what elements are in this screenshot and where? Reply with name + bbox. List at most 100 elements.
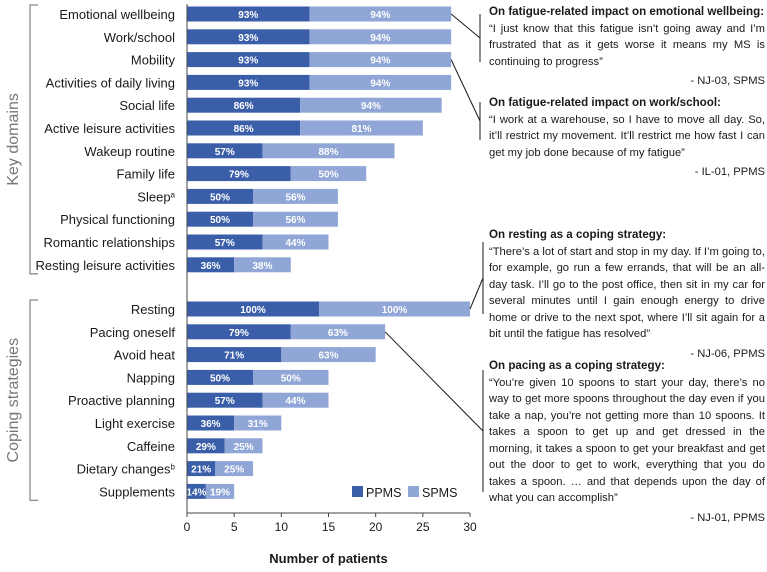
quote-work-school: On fatigue-related impact on work/school… bbox=[489, 95, 765, 181]
bar-spms bbox=[309, 29, 452, 45]
bar-ppms bbox=[187, 257, 235, 273]
bar-ppms bbox=[187, 29, 310, 45]
quote-text: “There’s a lot of start and stop in my d… bbox=[489, 245, 765, 341]
data-label-ppms: 93% bbox=[238, 78, 258, 89]
bar-ppms bbox=[187, 392, 263, 408]
bar-spms bbox=[309, 6, 452, 22]
data-label-spms: 81% bbox=[352, 124, 372, 135]
category-label: Light exercise bbox=[95, 416, 175, 431]
quote-emotional-wellbeing: On fatigue-related impact on emotional w… bbox=[489, 4, 765, 90]
bar-spms bbox=[262, 392, 329, 408]
legend-label: PPMS bbox=[366, 486, 401, 500]
bar-ppms bbox=[187, 347, 282, 363]
bar-ppms bbox=[187, 120, 301, 136]
group-bracket bbox=[29, 299, 38, 502]
bar-ppms bbox=[187, 52, 310, 68]
data-label-spms: 44% bbox=[285, 396, 305, 407]
category-label: Active leisure activities bbox=[44, 121, 175, 136]
bar-spms bbox=[281, 347, 376, 363]
data-label-ppms: 29% bbox=[196, 442, 216, 453]
data-label-spms: 100% bbox=[382, 305, 408, 316]
data-label-ppms: 50% bbox=[210, 215, 230, 226]
data-label-spms: 50% bbox=[318, 170, 338, 181]
bar-ppms bbox=[187, 369, 254, 385]
data-label-spms: 56% bbox=[285, 192, 305, 203]
category-label: Romantic relationships bbox=[43, 235, 175, 250]
data-label-spms: 31% bbox=[248, 419, 268, 430]
data-label-ppms: 36% bbox=[201, 419, 221, 430]
data-label-ppms: 93% bbox=[238, 10, 258, 21]
bar-ppms bbox=[187, 6, 310, 22]
group-label: Coping strategies bbox=[5, 338, 22, 463]
quote-source: - NJ-03, SPMS bbox=[690, 75, 765, 87]
data-label-spms: 44% bbox=[285, 238, 305, 249]
category-label: Activities of daily living bbox=[46, 75, 175, 90]
data-label-spms: 94% bbox=[370, 10, 390, 21]
bar-ppms bbox=[187, 461, 216, 477]
category-label: Family life bbox=[116, 167, 175, 182]
bar-spms bbox=[262, 143, 395, 159]
category-label: Supplements bbox=[99, 484, 175, 499]
bar-spms bbox=[262, 234, 329, 250]
category-label: Proactive planning bbox=[68, 393, 175, 408]
quote-source: - NJ-06, PPMS bbox=[690, 347, 765, 360]
x-tick-label: 30 bbox=[463, 520, 477, 534]
legend-swatch bbox=[408, 486, 419, 497]
quote-connector bbox=[450, 59, 481, 122]
quote-title: On fatigue-related impact on work/school… bbox=[489, 96, 721, 109]
bar-spms bbox=[290, 166, 367, 182]
quote-connector bbox=[384, 331, 484, 432]
category-label: Sleepa bbox=[137, 189, 175, 204]
category-label: Work/school bbox=[104, 30, 175, 45]
x-axis-label: Number of patients bbox=[269, 551, 387, 566]
category-label: Resting bbox=[131, 302, 175, 317]
data-label-ppms: 14% bbox=[186, 487, 206, 498]
data-label-spms: 94% bbox=[370, 33, 390, 44]
group-bracket bbox=[29, 4, 38, 275]
data-label-ppms: 50% bbox=[210, 192, 230, 203]
quote-source: - IL-01, PPMS bbox=[694, 166, 765, 178]
data-label-ppms: 86% bbox=[234, 101, 254, 112]
data-label-spms: 25% bbox=[234, 442, 254, 453]
quote-pacing: On pacing as a coping strategy: “You’re … bbox=[489, 358, 765, 526]
data-label-spms: 50% bbox=[281, 373, 301, 384]
x-tick-label: 20 bbox=[369, 520, 383, 534]
data-label-spms: 94% bbox=[370, 56, 390, 67]
category-label: Avoid heat bbox=[114, 348, 176, 363]
bar-spms bbox=[253, 369, 329, 385]
category-label: Caffeine bbox=[127, 439, 175, 454]
category-label: Mobility bbox=[131, 53, 176, 68]
data-label-ppms: 36% bbox=[201, 261, 221, 272]
x-tick-label: 0 bbox=[184, 520, 191, 534]
bar-ppms bbox=[187, 97, 301, 113]
data-label-spms: 25% bbox=[224, 465, 244, 476]
bar-spms bbox=[309, 52, 452, 68]
footnote-marker: b bbox=[171, 462, 176, 471]
bar-spms bbox=[309, 74, 452, 90]
bar-spms bbox=[215, 461, 254, 477]
data-label-ppms: 79% bbox=[229, 170, 249, 181]
quote-connector bbox=[469, 277, 484, 310]
quote-title: On pacing as a coping strategy: bbox=[489, 359, 665, 372]
data-label-ppms: 79% bbox=[229, 328, 249, 339]
bar-spms bbox=[319, 301, 470, 317]
x-tick-label: 5 bbox=[231, 520, 238, 534]
data-label-ppms: 93% bbox=[238, 56, 258, 67]
quote-connector bbox=[450, 13, 481, 39]
category-label: Physical functioning bbox=[60, 212, 175, 227]
bar-ppms bbox=[187, 415, 235, 431]
legend-swatch bbox=[352, 486, 363, 497]
data-label-spms: 63% bbox=[328, 328, 348, 339]
data-label-ppms: 21% bbox=[191, 465, 211, 476]
legend-label: SPMS bbox=[422, 486, 457, 500]
data-label-spms: 56% bbox=[285, 215, 305, 226]
bar-spms bbox=[253, 211, 338, 227]
bar-spms bbox=[300, 120, 423, 136]
quote-text: “I work at a warehouse, so I have to mov… bbox=[489, 113, 765, 159]
x-tick-label: 10 bbox=[275, 520, 289, 534]
data-label-ppms: 57% bbox=[215, 238, 235, 249]
bar-ppms bbox=[187, 74, 310, 90]
x-tick-label: 25 bbox=[416, 520, 430, 534]
quote-text: “I just know that this fatigue isn’t goi… bbox=[489, 22, 765, 68]
